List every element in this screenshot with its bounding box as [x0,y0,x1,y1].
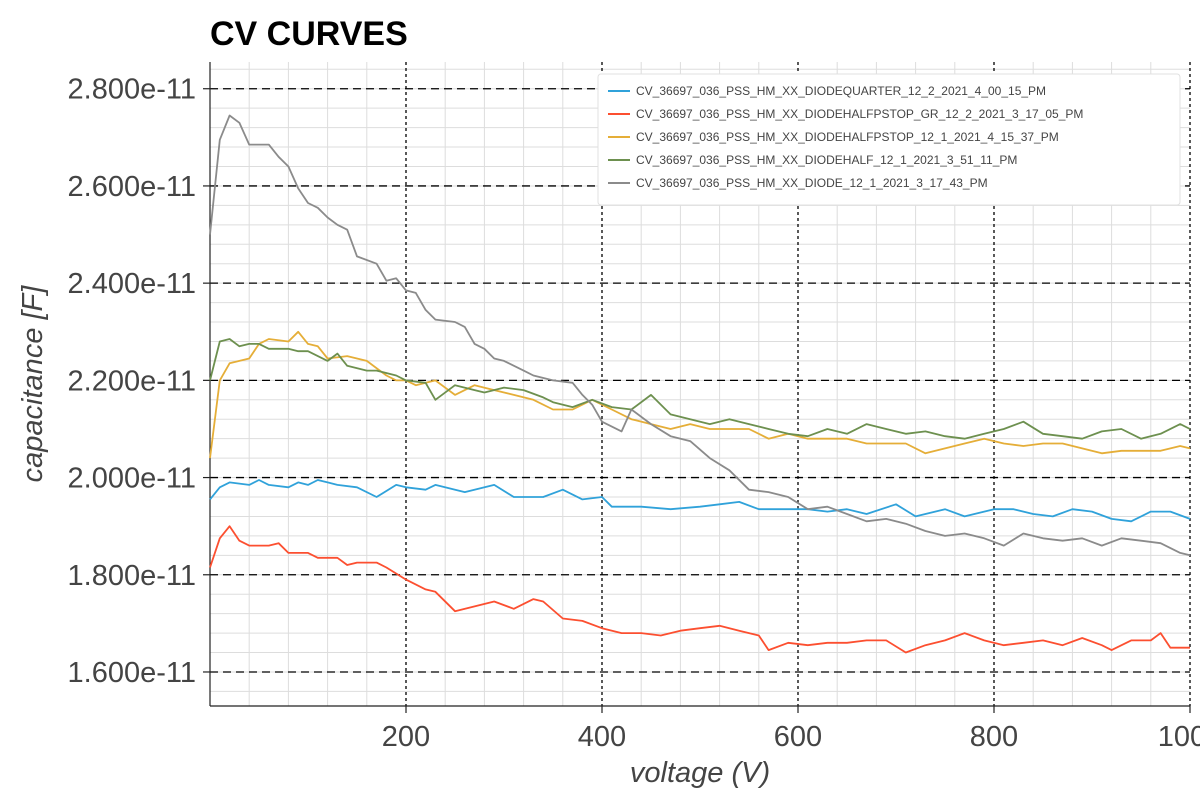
legend-entry-5: CV_36697_036_PSS_HM_XX_DIODE_12_1_2021_3… [636,176,988,190]
x-axis-label: voltage (V) [630,757,770,789]
y-tick-label: 2.400e-11 [68,268,196,300]
chart-title: CV CURVES [210,15,408,53]
series-lines [209,114,1191,654]
series-line-5 [209,114,1191,557]
x-tick-label: 1000 [1158,721,1200,753]
y-tick-label: 2.000e-11 [68,463,196,495]
tick-labels: 1.600e-11 1.800e-11 2.000e-11 2.200e-11 2.40… [68,74,1200,753]
axes [203,62,1191,713]
major-grid [210,62,1191,706]
legend-entry-1: CV_36697_036_PSS_HM_XX_DIODEQUARTER_12_2… [636,84,1046,98]
y-tick-label: 2.200e-11 [68,365,196,397]
y-tick-label: 1.600e-11 [68,657,196,689]
y-tick-label: 1.800e-11 [68,560,196,592]
y-tick-label: 2.800e-11 [68,74,196,106]
y-axis-label: capacitance [F] [17,285,49,483]
legend-entry-2: CV_36697_036_PSS_HM_XX_DIODEHALFPSTOP_GR… [636,107,1083,121]
legend: CV_36697_036_PSS_HM_XX_DIODEQUARTER_12_2… [597,73,1181,206]
x-tick-label: 400 [578,721,626,753]
series-line-2 [209,525,1190,654]
x-tick-label: 800 [970,721,1018,753]
series-line-4 [209,338,1191,440]
series-line-1 [209,479,1191,523]
legend-entry-4: CV_36697_036_PSS_HM_XX_DIODEHALF_12_1_20… [636,153,1017,167]
legend-entry-3: CV_36697_036_PSS_HM_XX_DIODEHALFPSTOP_12… [636,130,1059,144]
y-tick-label: 2.600e-11 [68,171,196,203]
x-tick-label: 600 [774,721,822,753]
x-tick-label: 200 [382,721,430,753]
legend-box [597,73,1181,206]
